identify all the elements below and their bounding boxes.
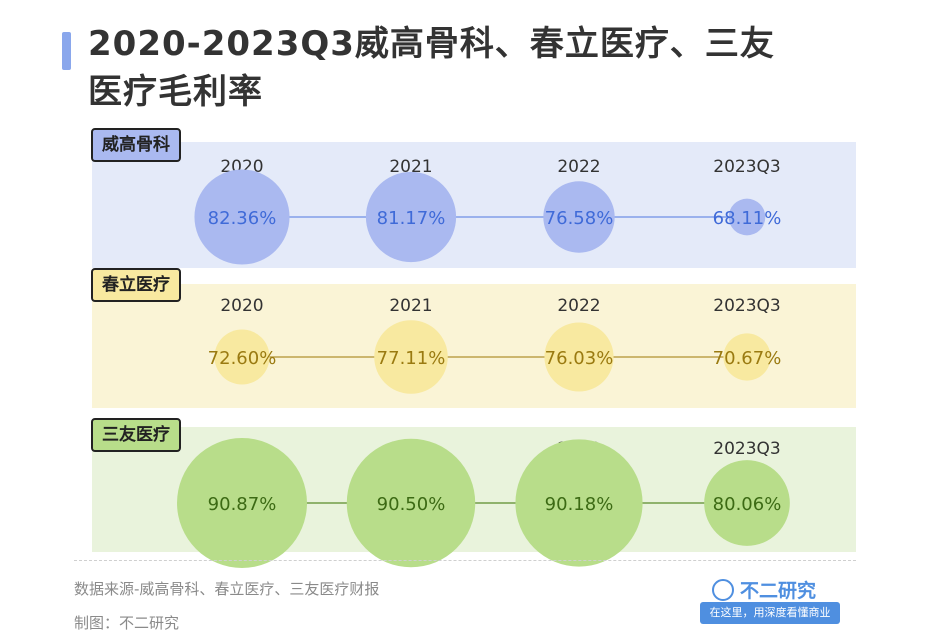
value-label: 81.17% (377, 208, 446, 229)
value-label: 90.18% (545, 494, 614, 515)
series-tag: 春立医疗 (91, 268, 181, 302)
brand-icon (712, 579, 734, 601)
chart-title: 2020-2023Q3威高骨科、春立医疗、三友医疗毛利率 (88, 24, 775, 112)
year-label: 2021 (389, 157, 432, 177)
year-label: 2021 (389, 296, 432, 316)
year-label: 2023Q3 (713, 439, 780, 459)
value-label: 76.58% (545, 208, 614, 229)
year-label: 2022 (557, 157, 600, 177)
year-label: 2023Q3 (713, 296, 780, 316)
value-label: 72.60% (208, 348, 277, 369)
data-source: 数据来源-威高骨科、春立医疗、三友医疗财报 (74, 580, 380, 598)
data-bubble (177, 438, 307, 568)
data-bubble (723, 333, 771, 381)
value-label: 82.36% (208, 208, 277, 229)
series-tag: 威高骨科 (91, 128, 181, 162)
data-bubble (214, 329, 270, 385)
data-bubble (704, 460, 790, 546)
data-bubble (374, 320, 448, 394)
year-label: 2020 (220, 296, 263, 316)
series-tag: 三友医疗 (91, 418, 181, 452)
value-label: 76.03% (545, 348, 614, 369)
data-bubble (515, 439, 643, 567)
title-accent-bar (62, 32, 71, 70)
brand-name: 不二研究 (740, 580, 817, 602)
data-bubble (543, 181, 615, 253)
data-bubble (544, 322, 614, 392)
data-bubble (728, 198, 766, 236)
brand-logo: 不二研究 (712, 576, 816, 603)
data-bubble (346, 438, 476, 568)
value-label: 90.87% (208, 494, 277, 515)
brand-slogan: 在这里，用深度看懂商业 (700, 602, 840, 624)
value-label: 68.11% (713, 208, 782, 229)
value-label: 90.50% (377, 494, 446, 515)
value-label: 80.06% (713, 494, 782, 515)
year-label: 2023Q3 (713, 157, 780, 177)
footer-divider (74, 560, 856, 561)
value-label: 77.11% (377, 348, 446, 369)
value-label: 70.67% (713, 348, 782, 369)
year-label: 2022 (557, 296, 600, 316)
chart-maker: 制图：不二研究 (74, 614, 180, 632)
data-bubble (194, 169, 290, 265)
data-bubble (365, 171, 457, 263)
